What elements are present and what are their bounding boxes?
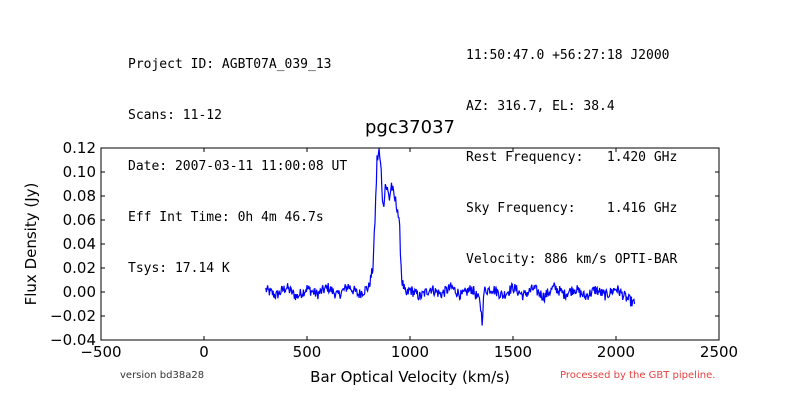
header-info-right: 11:50:47.0 +56:27:18 J2000 AZ: 316.7, EL… [466,13,677,285]
series-layer [265,148,636,326]
y-tick-label: 0.02 [63,259,96,277]
x-tick-label: 1500 [494,343,532,361]
x-tick-label: 500 [293,343,322,361]
x-tick-label: 2000 [597,343,635,361]
y-axis-ticks: −0.04 −0.02 0.00 0.02 0.04 0.06 0.08 0.10 0.12 [50,139,719,349]
y-tick-label: 0.12 [63,139,96,157]
sky-frequency-text: Sky Frequency: 1.416 GHz [466,201,678,216]
processed-by-label: Processed by the GBT pipeline. [560,370,716,381]
y-tick-label: 0.04 [63,235,96,253]
project-id-text: Project ID: AGBT07A_039_13 [128,57,332,72]
y-tick-label: 0.00 [63,283,96,301]
tsys-text: Tsys: 17.14 K [128,261,230,276]
scans-text: Scans: 11-12 [128,108,222,123]
x-tick-label: 2500 [700,343,738,361]
y-tick-label: 0.10 [63,163,96,181]
header-info-left: Project ID: AGBT07A_039_13 Scans: 11-12 … [128,22,347,294]
coordinates-text: 11:50:47.0 +56:27:18 J2000 [466,48,670,63]
spectrum-series-line [265,148,636,326]
az-el-text: AZ: 316.7, EL: 38.4 [466,99,615,114]
x-tick-label: −500 [80,343,121,361]
y-axis-label: Flux Density (Jy) [22,183,40,306]
chart-title: pgc37037 [365,117,455,138]
y-tick-label: 0.08 [63,187,96,205]
y-tick-label: −0.04 [50,331,96,349]
plot-frame [100,147,720,341]
velocity-text: Velocity: 886 km/s OPTI-BAR [466,252,678,267]
x-tick-label: 0 [199,343,209,361]
int-time-text: Eff Int Time: 0h 4m 46.7s [128,210,324,225]
y-tick-label: 0.06 [63,211,96,229]
date-text: Date: 2007-03-11 11:00:08 UT [128,159,348,174]
y-tick-label: −0.02 [50,307,96,325]
x-axis-ticks: −500 0 500 1000 1500 2000 2500 [80,148,738,361]
rest-frequency-text: Rest Frequency: 1.420 GHz [466,150,678,165]
x-tick-label: 1000 [391,343,429,361]
x-axis-label: Bar Optical Velocity (km/s) [310,368,510,386]
version-label: version bd38a28 [120,370,205,381]
